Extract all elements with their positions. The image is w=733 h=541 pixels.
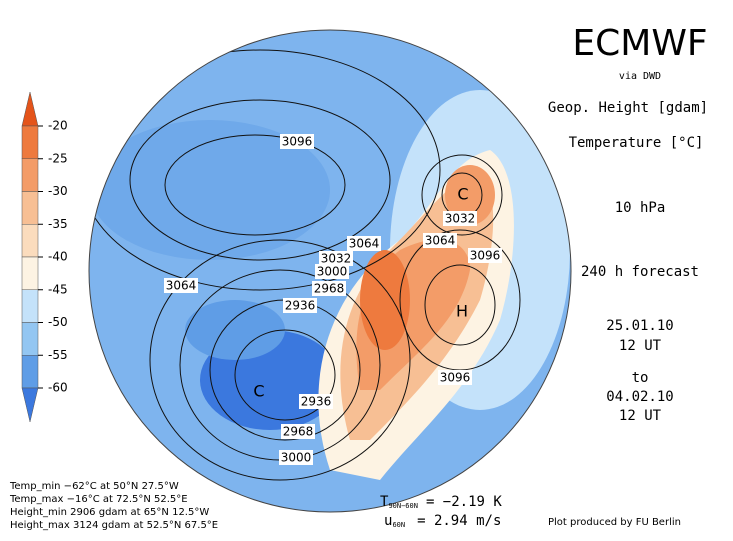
- contour-label: 3032: [321, 252, 352, 266]
- contour-labels: 3096306430643032300029682936303230643096…: [164, 134, 502, 465]
- stat: Temp_max −16°C at 72.5°N 52.5°E: [9, 494, 188, 505]
- colorbar-tick-label: -45: [48, 282, 68, 296]
- field-temp: Temperature [°C]: [569, 135, 704, 151]
- end-time: 12 UT: [619, 408, 662, 424]
- colorbar-bin: [21, 191, 39, 225]
- contour-label-box: [280, 134, 314, 149]
- contour-label: 3000: [281, 451, 312, 465]
- start-date: 25.01.10: [606, 318, 673, 334]
- colorbar-bin: [21, 322, 39, 356]
- stat: Temp_min −62°C at 50°N 27.5°W: [9, 481, 179, 492]
- t-symbol: T: [380, 494, 389, 510]
- stat: Height_min 2906 gdam at 65°N 12.5°W: [10, 507, 209, 518]
- t-value: = −2.19 K: [426, 494, 502, 510]
- center-letter: H: [456, 302, 468, 321]
- contour-label: 2936: [301, 395, 332, 409]
- center-letter: C: [457, 185, 468, 204]
- contour-label-box: [438, 370, 472, 385]
- t-index: T90N−60N = −2.19 K: [380, 494, 502, 510]
- center-letter: C: [253, 382, 264, 401]
- u-sub: 60N: [392, 521, 405, 529]
- level: 10 hPa: [615, 200, 666, 216]
- colorbar-bin: [21, 256, 39, 290]
- contour-label-box: [283, 298, 317, 313]
- u-symbol: u: [384, 513, 392, 529]
- credit: Plot produced by FU Berlin: [548, 517, 681, 528]
- colorbar-tick-label: -60: [48, 381, 68, 395]
- contour-label: 3064: [425, 234, 456, 248]
- contour-label-box: [468, 248, 502, 263]
- colorbar-tick-label: -50: [48, 315, 68, 329]
- contour-label: 3064: [166, 279, 197, 293]
- contour-label-box: [281, 424, 315, 439]
- colorbar-tick-label: -25: [48, 151, 68, 165]
- colorbar-arrow: [21, 91, 39, 127]
- height-contours: [89, 49, 521, 481]
- colorbar-tick-label: -20: [48, 119, 68, 133]
- colorbar-bin: [21, 158, 39, 192]
- contour-label-box: [164, 278, 198, 293]
- contour-label-box: [312, 281, 346, 296]
- colorbar-tick-label: -35: [48, 217, 68, 231]
- to: to: [632, 370, 649, 386]
- colorbar: -20 -25 -30 -35 -40 -45 -50 -55 -60: [21, 91, 68, 423]
- colorbar-bin: [21, 224, 39, 258]
- stat: Height_max 3124 gdam at 52.5°N 67.5°E: [10, 520, 218, 531]
- title: ECMWF: [572, 23, 707, 64]
- contour-label-box: [347, 236, 381, 251]
- u-index: u60N = 2.94 m/s: [384, 513, 501, 529]
- colorbar-arrow: [21, 387, 39, 423]
- colorbar-bin: [21, 289, 39, 323]
- end-date: 04.02.10: [606, 389, 673, 405]
- contour-label-box: [279, 450, 313, 465]
- colorbar-bin: [21, 125, 39, 159]
- contour-label: 2968: [283, 425, 314, 439]
- contour-label: 2968: [314, 282, 345, 296]
- contour-label: 3032: [445, 212, 476, 226]
- u-value: = 2.94 m/s: [417, 513, 501, 529]
- start-time: 12 UT: [619, 338, 662, 354]
- contour-label: 3064: [349, 237, 380, 251]
- contour-label-box: [319, 251, 353, 266]
- colorbar-tick-label: -30: [48, 184, 68, 198]
- colorbar-bin: [21, 355, 39, 389]
- source: via DWD: [619, 71, 661, 82]
- contour-label-box: [423, 233, 457, 248]
- contour-label-box: [443, 211, 477, 226]
- contour-label: 3000: [317, 265, 348, 279]
- colorbar-tick-label: -55: [48, 348, 68, 362]
- colorbar-tick-label: -40: [48, 250, 68, 264]
- field-height: Geop. Height [gdam]: [548, 100, 708, 116]
- contour-label: 3096: [470, 249, 501, 263]
- contour-label: 3096: [282, 135, 313, 149]
- forecast: 240 h forecast: [581, 264, 699, 280]
- contour-label: 2936: [285, 299, 316, 313]
- contour-label: 3096: [440, 371, 471, 385]
- contour-label-box: [299, 394, 333, 409]
- contour-label-box: [315, 264, 349, 279]
- t-sub: 90N−60N: [388, 502, 418, 510]
